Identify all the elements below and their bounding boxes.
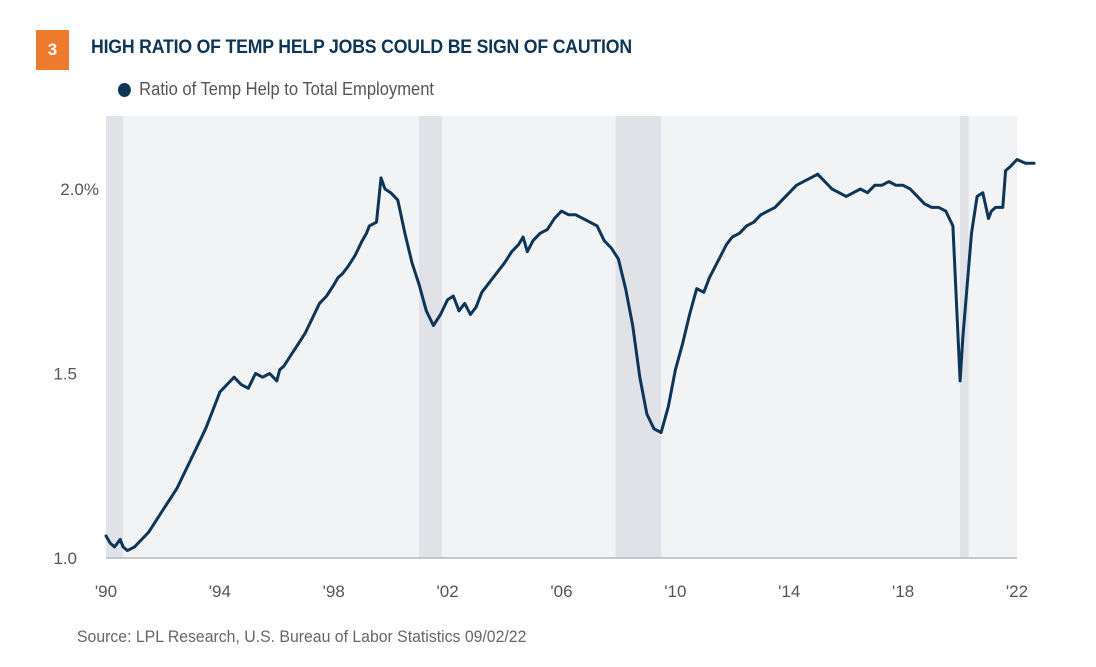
x-tick-label: '22 <box>1006 582 1028 601</box>
y-tick-label: 1.0 <box>53 549 77 568</box>
recession-band <box>615 116 662 558</box>
legend: Ratio of Temp Help to Total Employment <box>118 79 434 100</box>
x-tick-label: '94 <box>209 582 231 601</box>
x-tick-label: '98 <box>323 582 345 601</box>
x-axis-tick-labels: '90 '94 '98 '02 '06 '10 '14 '18 '22 <box>95 582 1028 601</box>
x-tick-label: '02 <box>437 582 459 601</box>
y-axis-tick-labels: 1.0 1.5 2.0% <box>53 180 99 568</box>
y-tick-label: 1.5 <box>53 365 77 384</box>
source-note: Source: LPL Research, U.S. Bureau of Lab… <box>77 627 527 646</box>
recession-band <box>419 116 442 558</box>
legend-label: Ratio of Temp Help to Total Employment <box>139 79 435 99</box>
x-tick-label: '14 <box>778 582 800 601</box>
x-tick-label: '18 <box>892 582 914 601</box>
x-tick-label: '06 <box>550 582 572 601</box>
chart-title: HIGH RATIO OF TEMP HELP JOBS COULD BE SI… <box>91 37 632 58</box>
legend-marker-icon <box>118 82 131 97</box>
figure-number-badge: 3 <box>36 30 69 70</box>
recession-band <box>106 116 124 558</box>
x-tick-label: '10 <box>664 582 686 601</box>
plot-background <box>106 116 1017 558</box>
series-line-temp-help-ratio <box>104 158 1036 553</box>
y-tick-label: 2.0% <box>60 180 99 199</box>
x-tick-label: '90 <box>95 582 117 601</box>
